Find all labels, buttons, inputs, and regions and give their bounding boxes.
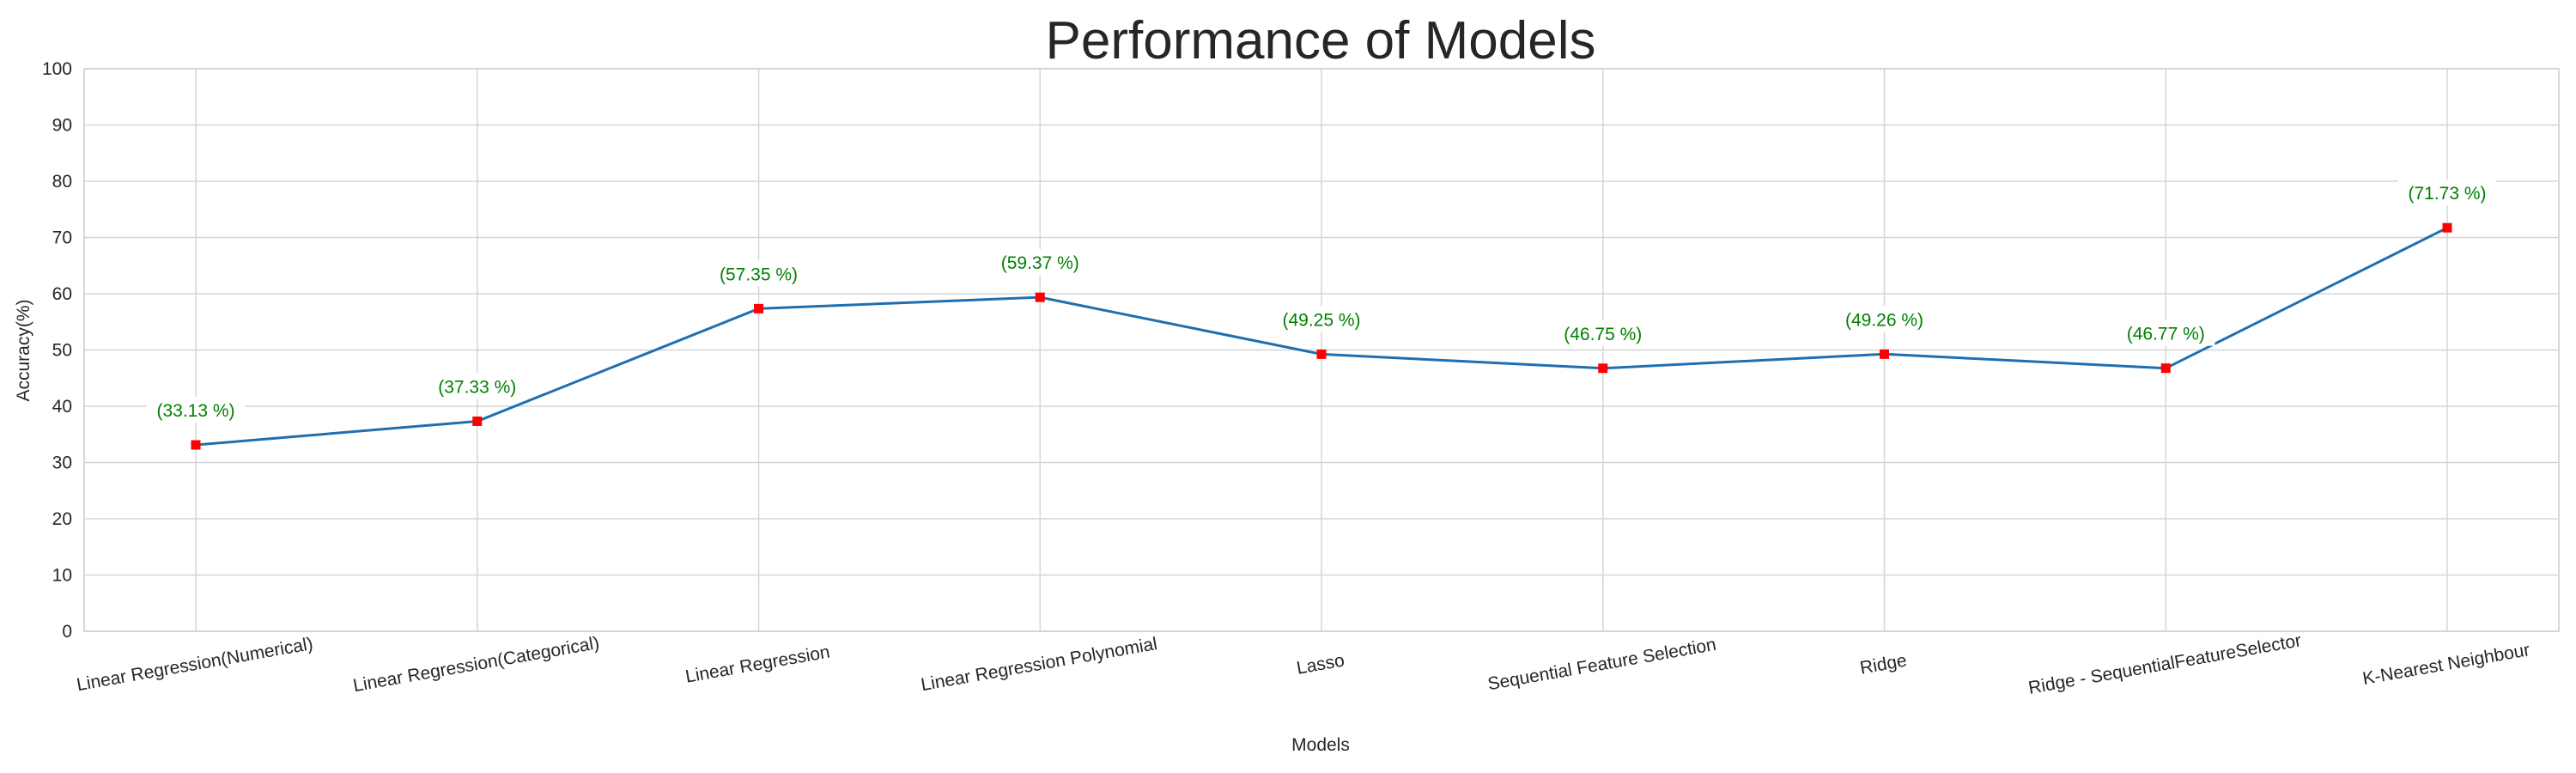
x-tick-label: Sequential Feature Selection (1486, 635, 1718, 694)
y-tick-label: 60 (52, 284, 72, 304)
x-tick-label: Ridge - SequentialFeatureSelector (2026, 630, 2302, 698)
y-tick-label: 0 (62, 622, 72, 642)
data-label: (46.77 %) (2127, 325, 2205, 344)
data-label-background (2397, 180, 2497, 206)
data-label: (59.37 %) (1001, 253, 1079, 273)
data-label: (49.26 %) (1845, 310, 1923, 330)
data-label-background (1553, 320, 1652, 346)
y-tick-labels: 0 10 20 30 40 50 60 70 80 90 100 (42, 59, 72, 642)
x-tick-label: Linear Regression(Categorical) (352, 633, 601, 696)
data-label: (46.75 %) (1564, 325, 1642, 344)
data-label: (71.73 %) (2408, 184, 2486, 204)
data-label-background (709, 260, 808, 287)
x-axis-label: Models (1291, 735, 1350, 755)
y-tick-label: 50 (52, 341, 72, 361)
data-point-marker (1035, 292, 1045, 302)
data-point-marker (191, 440, 201, 450)
data-point-marker (472, 416, 483, 426)
data-markers (191, 222, 2452, 450)
y-axis-label: Accuracy(%) (14, 299, 33, 401)
data-label-background (428, 373, 526, 399)
data-label-background (146, 396, 246, 423)
y-tick-label: 40 (52, 397, 72, 417)
chart-title: Performance of Models (1046, 11, 1596, 70)
data-label-background (991, 249, 1090, 276)
data-point-marker (2160, 363, 2171, 374)
data-point-marker (754, 303, 763, 313)
x-tick-label: Ridge (1858, 651, 1908, 679)
x-tick-label: K-Nearest Neighbour (2361, 640, 2531, 689)
data-label: (49.25 %) (1282, 310, 1360, 330)
x-tick-labels: Linear Regression(Numerical) Linear Regre… (76, 630, 2531, 698)
data-label-background (1835, 306, 1934, 332)
data-label-background (2117, 320, 2215, 346)
y-tick-label: 30 (52, 453, 72, 473)
x-tick-label: Lasso (1295, 650, 1346, 678)
x-tick-label: Linear Regression Polynomial (920, 634, 1159, 695)
y-tick-label: 90 (52, 116, 72, 136)
data-labels: (33.13 %) (37.33 %) (57.35 %) (59.37 %) (49.… (146, 180, 2497, 423)
y-tick-label: 20 (52, 509, 72, 529)
data-point-marker (2442, 222, 2452, 233)
y-tick-label: 10 (52, 566, 72, 586)
data-point-marker (1598, 363, 1608, 374)
x-tick-label: Linear Regression (683, 642, 831, 686)
data-label: (37.33 %) (438, 377, 516, 397)
data-label: (57.35 %) (720, 265, 798, 284)
data-point-marker (1316, 349, 1327, 359)
data-label: (33.13 %) (156, 401, 234, 421)
y-tick-label: 70 (52, 228, 72, 248)
data-point-marker (1880, 349, 1889, 359)
data-label-background (1272, 306, 1371, 332)
plot-frame (83, 68, 2560, 632)
x-tick-label: Linear Regression(Numerical) (76, 634, 315, 695)
y-tick-label: 80 (52, 172, 72, 192)
y-tick-label: 100 (42, 59, 72, 79)
